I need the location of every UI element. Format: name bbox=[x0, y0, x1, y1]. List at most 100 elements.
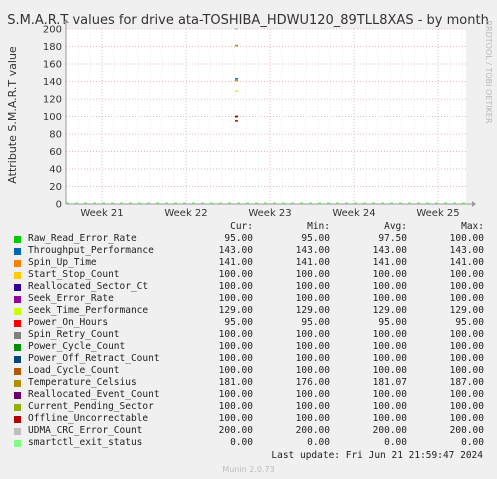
legend-min: 141.00 bbox=[295, 257, 330, 268]
legend-max: 100.00 bbox=[449, 389, 484, 400]
legend-cur: 100.00 bbox=[218, 329, 253, 340]
y-axis-arrow bbox=[63, 19, 69, 23]
legend-max: 100.00 bbox=[449, 269, 484, 280]
legend-row: Start_Stop_Count 100.00 100.00 100.00 100.00 bbox=[12, 269, 492, 281]
legend-avg: 100.00 bbox=[372, 269, 407, 280]
x-axis-arrow bbox=[472, 201, 476, 207]
legend-min: 100.00 bbox=[295, 413, 330, 424]
legend-cur: 143.00 bbox=[218, 245, 253, 256]
legend-max: 100.00 bbox=[449, 233, 484, 244]
legend-row: Throughput_Performance 143.00 143.00 143.00… bbox=[12, 245, 492, 257]
legend: Cur: Min: Avg: Max: Raw_Read_Error_Rate 9… bbox=[12, 221, 492, 449]
legend-avg: 100.00 bbox=[372, 401, 407, 412]
legend-max: 100.00 bbox=[449, 401, 484, 412]
last-update: Last update: Fri Jun 21 21:59:47 2024 bbox=[271, 450, 483, 461]
legend-row: Load_Cycle_Count 100.00 100.00 100.00 100.00 bbox=[12, 365, 492, 377]
legend-max: 95.00 bbox=[455, 317, 484, 328]
legend-cur: 100.00 bbox=[218, 341, 253, 352]
header-avg: Avg: bbox=[384, 221, 407, 232]
legend-name: Raw_Read_Error_Rate bbox=[28, 233, 137, 244]
legend-avg: 0.00 bbox=[384, 437, 407, 448]
y-axis-ticks: 0 20 40 60 80 100 120 140 160 180 200 bbox=[43, 25, 62, 211]
legend-swatch bbox=[14, 319, 21, 327]
smart-chart: S.M.A.R.T values for drive ata-TOSHIBA_H… bbox=[6, 13, 493, 219]
legend-swatch bbox=[14, 259, 21, 267]
chart-axes bbox=[63, 19, 476, 207]
legend-swatch bbox=[14, 391, 21, 399]
legend-max: 100.00 bbox=[449, 365, 484, 376]
legend-cur: 95.00 bbox=[224, 233, 253, 244]
legend-header: Cur: Min: Avg: Max: bbox=[12, 221, 492, 233]
legend-cur: 100.00 bbox=[218, 269, 253, 280]
legend-avg: 100.00 bbox=[372, 293, 407, 304]
legend-avg: 100.00 bbox=[372, 365, 407, 376]
x-tick-label: Week 25 bbox=[416, 208, 459, 219]
legend-min: 95.00 bbox=[301, 317, 330, 328]
legend-cur: 129.00 bbox=[218, 305, 253, 316]
y-tick-label: 40 bbox=[49, 165, 62, 176]
legend-swatch bbox=[14, 403, 21, 411]
y-tick-label: 20 bbox=[49, 182, 62, 193]
x-tick-label: Week 22 bbox=[164, 208, 207, 219]
legend-cur: 141.00 bbox=[218, 257, 253, 268]
legend-max: 143.00 bbox=[449, 245, 484, 256]
legend-name: Power_Off_Retract_Count bbox=[28, 353, 160, 364]
legend-max: 187.00 bbox=[449, 377, 484, 388]
legend-row: Power_On_Hours 95.00 95.00 95.00 95.00 bbox=[12, 317, 492, 329]
legend-max: 0.00 bbox=[461, 437, 484, 448]
legend-max: 100.00 bbox=[449, 293, 484, 304]
legend-cur: 100.00 bbox=[218, 293, 253, 304]
y-tick-label: 0 bbox=[56, 200, 62, 211]
legend-name: smartctl_exit_status bbox=[28, 437, 143, 448]
legend-min: 129.00 bbox=[295, 305, 330, 316]
legend-max: 141.00 bbox=[449, 257, 484, 268]
legend-swatch bbox=[14, 379, 21, 387]
legend-name: Reallocated_Sector_Ct bbox=[28, 281, 149, 292]
chart-grid bbox=[65, 28, 466, 205]
legend-row: Raw_Read_Error_Rate 95.00 95.00 97.50 100.00 bbox=[12, 233, 492, 245]
legend-max: 100.00 bbox=[449, 329, 484, 340]
legend-row: Power_Off_Retract_Count 100.00 100.00 100.0… bbox=[12, 353, 492, 365]
legend-min: 100.00 bbox=[295, 329, 330, 340]
legend-row: Spin_Retry_Count 100.00 100.00 100.00 100.00 bbox=[12, 329, 492, 341]
y-tick-label: 160 bbox=[43, 60, 62, 71]
legend-row: Seek_Time_Performance 129.00 129.00 129.00 1… bbox=[12, 305, 492, 317]
legend-cur: 100.00 bbox=[218, 389, 253, 400]
legend-name: Seek_Error_Rate bbox=[28, 293, 114, 304]
y-tick-label: 140 bbox=[43, 77, 62, 88]
legend-min: 100.00 bbox=[295, 365, 330, 376]
legend-row: Seek_Error_Rate 100.00 100.00 100.00 100.00 bbox=[12, 293, 492, 305]
legend-cur: 0.00 bbox=[230, 437, 253, 448]
legend-avg: 129.00 bbox=[372, 305, 407, 316]
legend-max: 200.00 bbox=[449, 425, 484, 436]
legend-min: 100.00 bbox=[295, 293, 330, 304]
legend-row: UDMA_CRC_Error_Count 200.00 200.00 200.00 20… bbox=[12, 425, 492, 437]
legend-max: 100.00 bbox=[449, 413, 484, 424]
x-tick-label: Week 23 bbox=[248, 208, 291, 219]
rrdtool-credit: RRDTOOL / TOBI OETIKER bbox=[484, 20, 493, 123]
legend-swatch bbox=[14, 367, 21, 375]
legend-name: Temperature_Celsius bbox=[28, 377, 137, 388]
legend-avg: 100.00 bbox=[372, 281, 407, 292]
legend-name: Seek_Time_Performance bbox=[28, 305, 149, 316]
legend-swatch bbox=[14, 427, 21, 435]
legend-avg: 100.00 bbox=[372, 389, 407, 400]
x-axis-ticks: Week 21 Week 22 Week 23 Week 24 Week 25 bbox=[80, 208, 459, 219]
legend-min: 95.00 bbox=[301, 233, 330, 244]
legend-row: Power_Cycle_Count 100.00 100.00 100.00 100.0… bbox=[12, 341, 492, 353]
legend-min: 100.00 bbox=[295, 401, 330, 412]
y-axis-label: Attribute S.M.A.R.T value bbox=[6, 46, 19, 184]
legend-avg: 181.07 bbox=[372, 377, 407, 388]
legend-min: 176.00 bbox=[295, 377, 330, 388]
legend-name: Throughput_Performance bbox=[28, 245, 154, 256]
legend-swatch bbox=[14, 355, 21, 363]
legend-row: Reallocated_Sector_Ct 100.00 100.00 100.00 1… bbox=[12, 281, 492, 293]
legend-min: 100.00 bbox=[295, 281, 330, 292]
legend-name: Current_Pending_Sector bbox=[28, 401, 154, 412]
legend-row: Spin_Up_Time 141.00 141.00 141.00 141.00 bbox=[12, 257, 492, 269]
legend-max: 100.00 bbox=[449, 341, 484, 352]
header-cur: Cur: bbox=[230, 221, 253, 232]
legend-min: 100.00 bbox=[295, 389, 330, 400]
legend-swatch bbox=[14, 331, 21, 339]
legend-avg: 100.00 bbox=[372, 329, 407, 340]
